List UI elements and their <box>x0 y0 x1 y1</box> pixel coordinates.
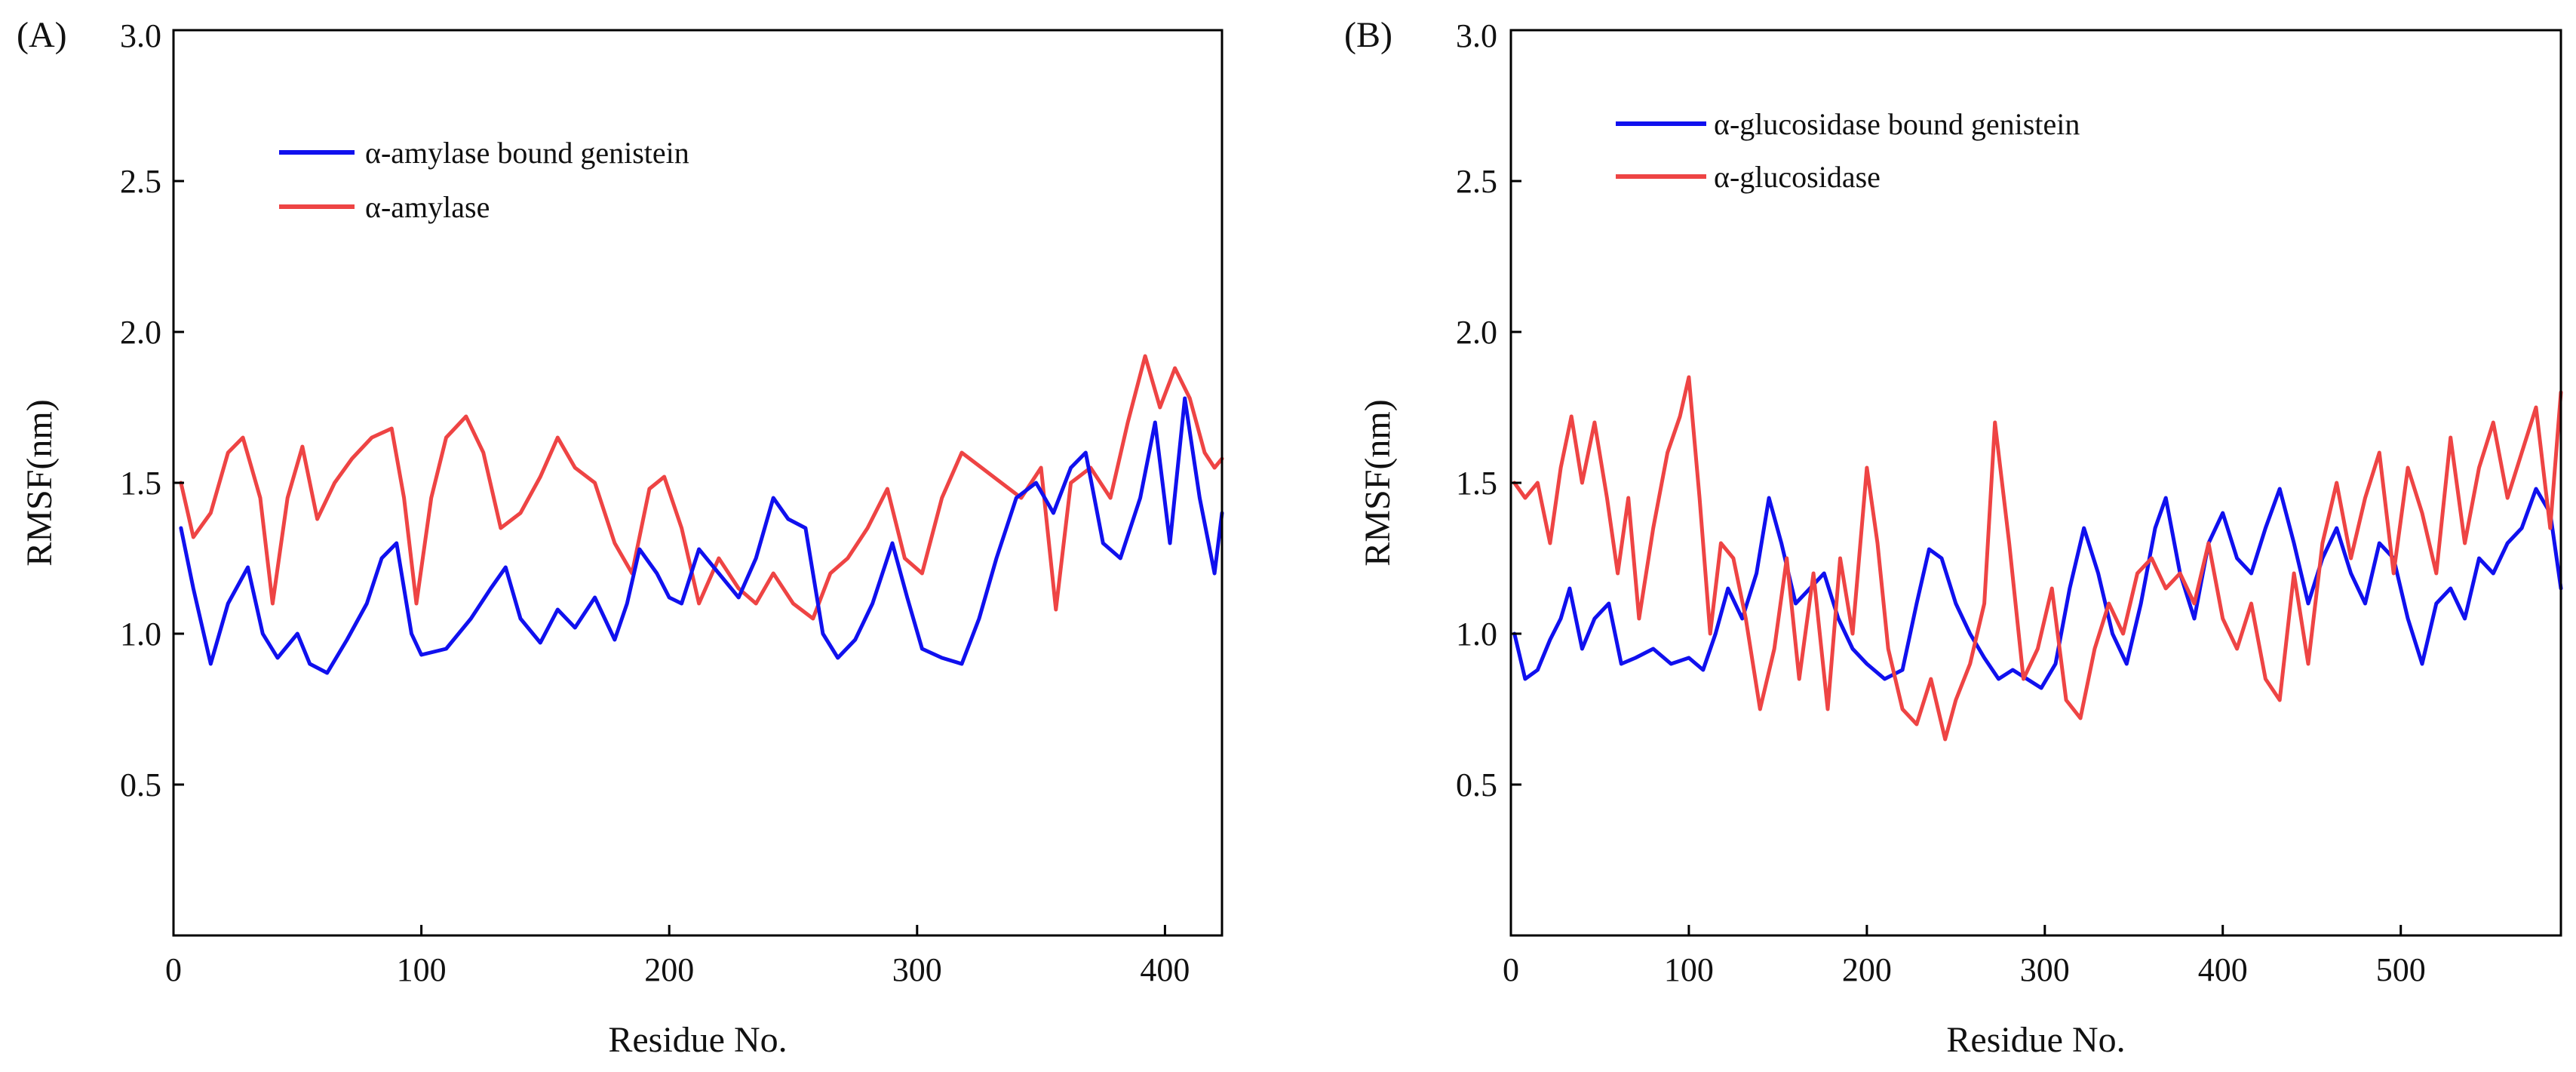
panel-b-y-tick-labels: 0.5 1.0 1.5 2.0 2.5 3.0 <box>1456 17 1497 803</box>
panel-b-y-tick-label-2-5: 2.5 <box>1456 163 1497 200</box>
panel-b-series-layer <box>1512 375 2563 742</box>
panel-b: (B) 0 100 200 300 400 500 <box>1344 15 2563 1060</box>
panel-a-y-tick-label-0-5: 0.5 <box>120 766 161 803</box>
panel-b-plot-frame <box>1509 29 2562 937</box>
panel-b-legend-label-blue: α-glucosidase bound genistein <box>1714 107 2080 141</box>
panel-b-x-axis-title: Residue No. <box>1946 1020 2125 1060</box>
panel-b-series-red <box>1512 375 2563 742</box>
panel-b-y-tick-label-1-0: 1.0 <box>1456 616 1497 653</box>
panel-b-x-tick-label-200: 200 <box>1842 951 1892 988</box>
panel-b-series-blue <box>1512 487 2563 690</box>
panel-b-x-tick-label-100: 100 <box>1664 951 1714 988</box>
panel-b-x-tick-label-400: 400 <box>2198 951 2248 988</box>
panel-a-series-blue <box>179 396 1224 675</box>
panel-a-legend-label-blue: α-amylase bound genistein <box>365 136 689 170</box>
panel-a-y-tick-label-2-5: 2.5 <box>120 163 161 200</box>
panel-a: (A) 0 100 200 300 400 <box>17 15 1224 1060</box>
panel-a-series-red <box>179 354 1224 621</box>
panel-b-y-ticks <box>1511 29 1521 786</box>
panel-b-x-tick-label-0: 0 <box>1503 951 1519 988</box>
panel-a-y-tick-label-1-5: 1.5 <box>120 465 161 502</box>
panel-a-x-tick-label-100: 100 <box>397 951 447 988</box>
panel-a-x-tick-label-200: 200 <box>644 951 694 988</box>
panel-b-x-tick-label-300: 300 <box>2020 951 2070 988</box>
panel-b-legend: α-glucosidase bound genistein α-glucosid… <box>1616 107 2080 194</box>
panel-b-x-tick-label-500: 500 <box>2376 951 2426 988</box>
panel-a-y-tick-labels: 0.5 1.0 1.5 2.0 2.5 3.0 <box>120 17 161 803</box>
panel-a-series-layer <box>179 354 1224 675</box>
panel-b-y-tick-label-1-5: 1.5 <box>1456 465 1497 502</box>
panel-b-y-tick-label-2-0: 2.0 <box>1456 314 1497 351</box>
panel-a-x-tick-label-0: 0 <box>165 951 182 988</box>
panel-a-label: (A) <box>17 15 67 55</box>
panel-b-x-ticks <box>1509 925 2403 935</box>
panel-b-label: (B) <box>1344 15 1392 55</box>
panel-b-x-tick-labels: 0 100 200 300 400 500 <box>1503 951 2426 988</box>
panel-a-legend: α-amylase bound genistein α-amylase <box>279 136 689 224</box>
panel-a-x-axis-title: Residue No. <box>608 1020 787 1060</box>
panel-a-x-tick-label-300: 300 <box>892 951 942 988</box>
panel-a-x-tick-label-400: 400 <box>1140 951 1190 988</box>
panel-b-legend-label-red: α-glucosidase <box>1714 160 1881 194</box>
panel-b-y-tick-label-0-5: 0.5 <box>1456 766 1497 803</box>
panel-a-legend-label-red: α-amylase <box>365 190 490 224</box>
panel-b-y-tick-label-3-0: 3.0 <box>1456 17 1497 54</box>
panel-a-y-ticks <box>173 29 184 786</box>
panel-b-y-axis-title: RMSF(nm) <box>1358 399 1398 566</box>
panel-a-y-tick-label-3-0: 3.0 <box>120 17 161 54</box>
panel-a-x-ticks <box>172 925 1166 935</box>
panel-a-x-tick-labels: 0 100 200 300 400 <box>165 951 1190 988</box>
panel-a-y-tick-label-1-0: 1.0 <box>120 616 161 653</box>
panel-a-y-tick-label-2-0: 2.0 <box>120 314 161 351</box>
panel-a-y-axis-title: RMSF(nm) <box>20 399 60 566</box>
